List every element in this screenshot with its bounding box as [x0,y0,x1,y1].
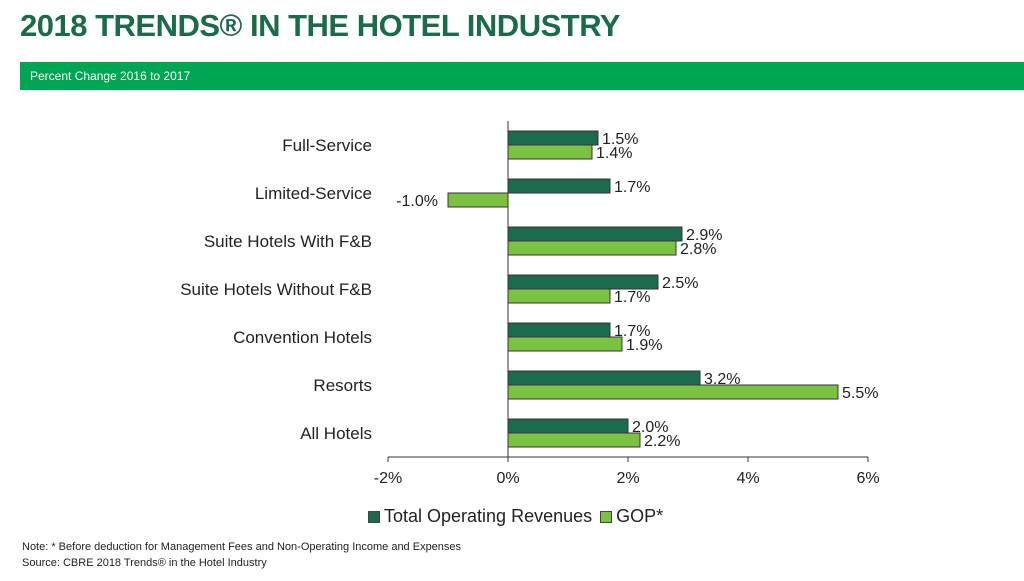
x-tick-label: 6% [856,470,879,487]
x-tick-label: 0% [496,470,519,487]
bar-gop [507,288,611,304]
bar-revenues [507,130,599,146]
bar-gop [507,144,593,160]
category-label: Limited-Service [255,184,372,203]
legend-swatch-revenues [368,510,380,523]
bar-revenues [507,274,659,290]
subtitle: Percent Change 2016 to 2017 [30,69,191,83]
data-label: 1.5% [602,131,638,148]
subtitle-band: Percent Change 2016 to 2017 [20,62,1024,90]
category-label: Full-Service [282,136,372,155]
bar-gop [507,336,623,352]
bar-revenues [507,226,683,242]
legend-swatch-gop [600,510,613,523]
legend-label-gop: GOP* [616,506,664,526]
data-label: 2.2% [644,433,680,450]
bar-gop [507,432,641,448]
data-label: 1.7% [614,179,650,196]
category-label: Convention Hotels [233,328,372,347]
category-label: All Hotels [300,424,372,443]
page-title: 2018 TRENDS® IN THE HOTEL INDUSTRY [20,8,621,43]
legend-label-revenues: Total Operating Revenues [384,506,593,526]
data-label: 1.4% [596,145,632,162]
source-text: Source: CBRE 2018 Trends® in the Hotel I… [22,557,267,569]
bar-revenues [507,178,611,194]
data-label: 1.7% [614,289,650,306]
x-tick-label: -2% [374,470,402,487]
data-label: 1.9% [626,337,662,354]
bar-revenues [507,370,701,386]
bar-chart: Full-Service 1.5%1.4% Limited-Service 1.7% -… [180,121,880,487]
data-label: 3.2% [704,371,740,388]
bar-revenues [507,322,611,338]
bar-gop [447,192,509,208]
data-label: 2.0% [632,419,668,436]
note-text: Note: * Before deduction for Management … [22,541,462,553]
category-label: Suite Hotels Without F&B [180,280,372,299]
bar-gop [507,384,839,400]
data-label: 2.9% [686,227,722,244]
x-tick-label: 4% [736,470,759,487]
bar-gop [507,240,677,256]
data-label: 2.5% [662,275,698,292]
data-label: 1.7% [614,323,650,340]
x-tick-label: 2% [616,470,639,487]
bar-revenues [507,418,629,434]
data-label: 2.8% [680,241,716,258]
data-label: -1.0% [396,193,438,210]
data-label: 5.5% [842,385,878,402]
footnotes: Note: * Before deduction for Management … [22,539,461,571]
category-label: Resorts [313,376,372,395]
legend: Total Operating Revenues GOP* [368,506,663,527]
category-label: Suite Hotels With F&B [204,232,372,251]
